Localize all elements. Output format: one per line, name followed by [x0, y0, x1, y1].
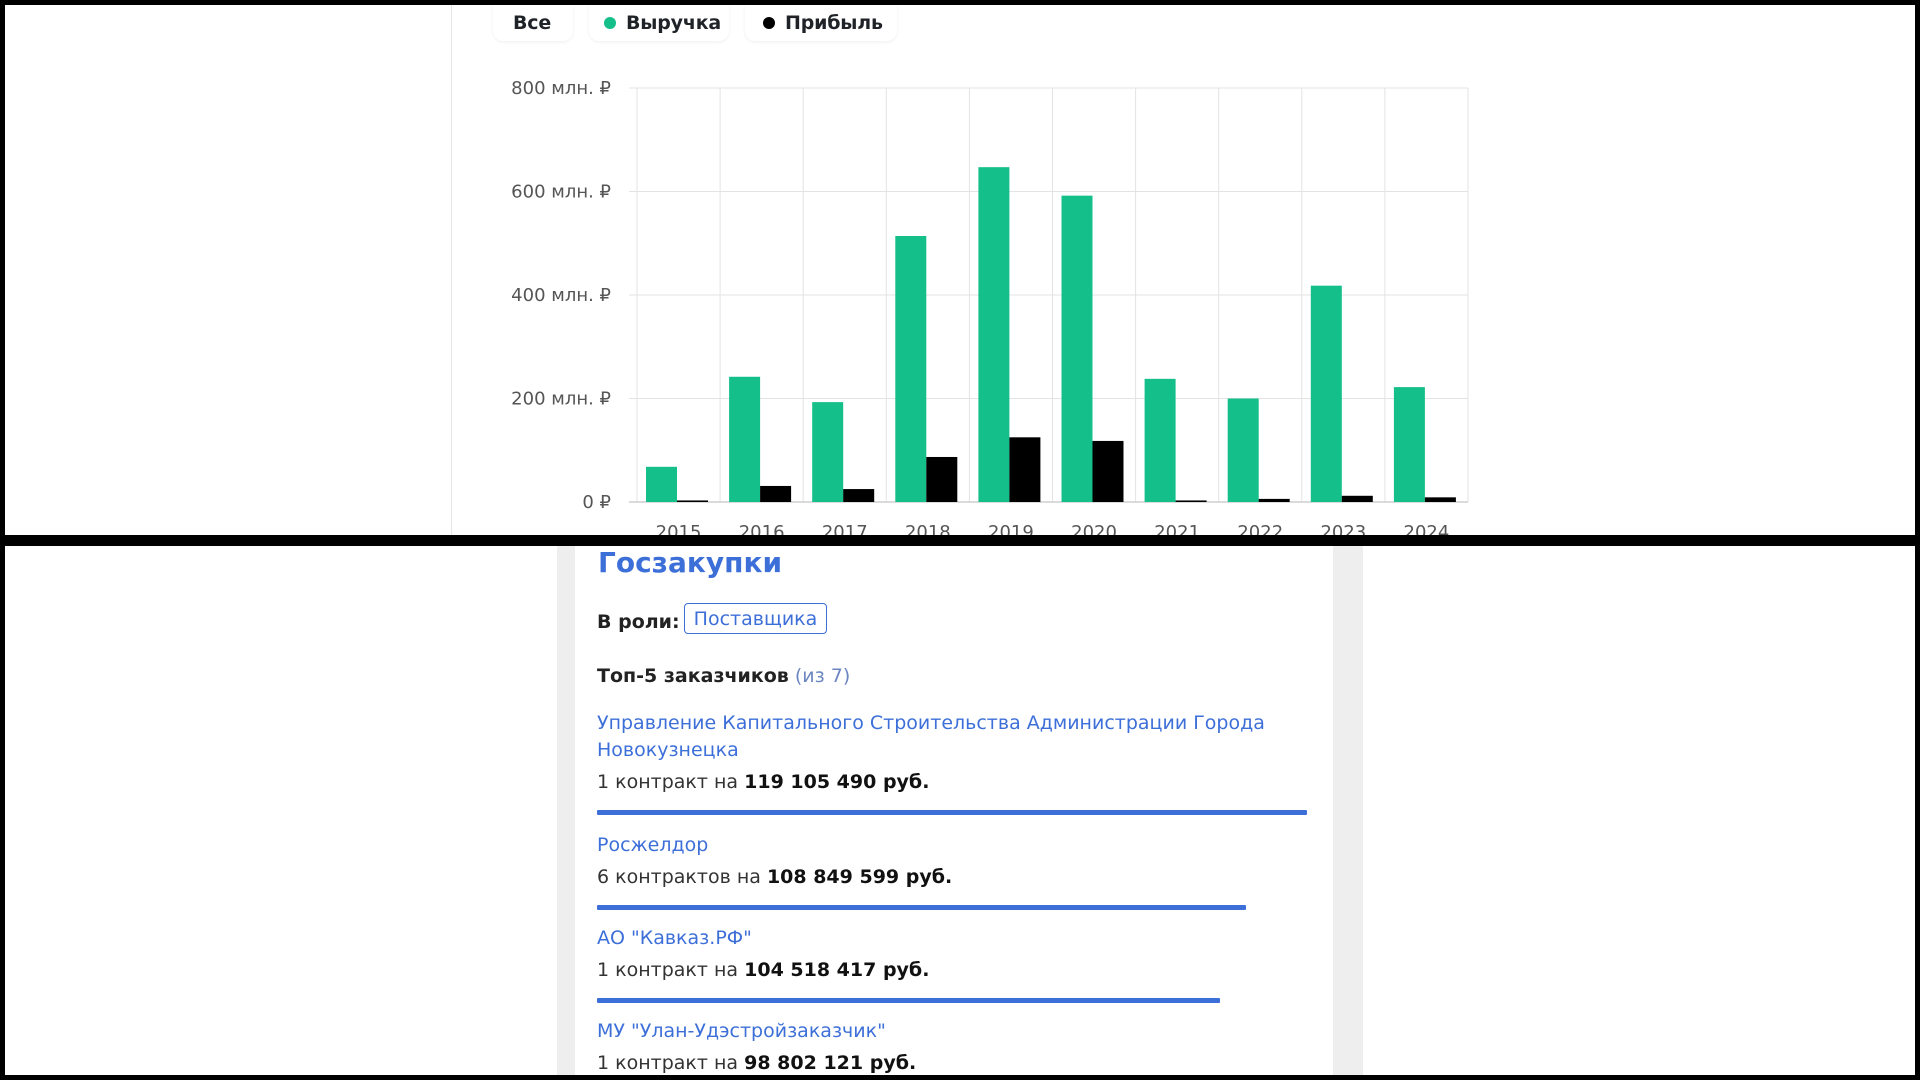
- revenue-bar-2016: [729, 376, 761, 502]
- top-customers-label: Топ-5 заказчиков: [597, 665, 789, 687]
- profit-bar-2024: [1424, 497, 1456, 502]
- legend-filter-revenue[interactable]: Выручка: [589, 5, 729, 41]
- customer-share-bar: [597, 905, 1246, 910]
- contracts-count: 1 контракт на: [597, 959, 745, 981]
- legend-profit-label: Прибыль: [785, 12, 883, 34]
- contracts-count: 1 контракт на: [597, 771, 745, 793]
- customer-name-link[interactable]: Росжелдор: [597, 834, 709, 856]
- finance-chart-panel: Все Выручка Прибыль 0 ₽ 200 млн. ₽ 400 млн…: [5, 5, 1915, 535]
- profit-bar-2015: [677, 500, 708, 502]
- contracts-amount: 98 802 121 руб.: [744, 1052, 917, 1074]
- x-tick-label: 2017: [822, 522, 868, 535]
- revenue-bar-2021: [1144, 378, 1176, 502]
- profit-bar-2018: [926, 456, 958, 502]
- customer-name-link[interactable]: АО "Кавказ.РФ": [597, 927, 752, 949]
- customer-name-link[interactable]: Управление Капитального Строительства Ад…: [597, 712, 1265, 761]
- y-tick-label: 400 млн. ₽: [511, 285, 611, 306]
- procurement-title: Госзакупки: [598, 546, 783, 579]
- scrollbar-track[interactable]: [1333, 546, 1363, 1075]
- x-tick-label: 2023: [1320, 522, 1366, 535]
- contracts-count: 1 контракт на: [597, 1052, 745, 1074]
- revenue-bar-2020: [1061, 195, 1093, 502]
- y-tick-label: 600 млн. ₽: [511, 182, 611, 203]
- customer-item: АО "Кавказ.РФ" 1 контракт на 104 518 417…: [597, 925, 1317, 1003]
- y-tick-label: 800 млн. ₽: [511, 78, 611, 99]
- top-customers-heading: Топ-5 заказчиков (из 7): [597, 665, 850, 687]
- customer-item: Управление Капитального Строительства Ад…: [597, 710, 1317, 815]
- x-tick-label: 2022: [1237, 522, 1283, 535]
- revenue-bar-2015: [646, 466, 677, 502]
- profit-bar-2017: [843, 489, 875, 502]
- panel-divider: [451, 5, 452, 535]
- legend-filter-profit[interactable]: Прибыль: [745, 5, 897, 41]
- revenue-bar-2024: [1393, 387, 1425, 502]
- x-tick-label: 2015: [656, 522, 702, 535]
- top-customers-total: (из 7): [795, 665, 850, 687]
- role-chip-label: Поставщика: [693, 607, 818, 630]
- customer-name-link[interactable]: МУ "Улан-Удэстройзаказчик": [597, 1020, 886, 1042]
- profit-bar-2022: [1258, 498, 1290, 502]
- total-open-paren: (: [794, 665, 803, 687]
- revenue-dot-icon: [604, 17, 616, 29]
- contracts-amount: 108 849 599 руб.: [766, 866, 953, 888]
- x-tick-label: 2020: [1071, 522, 1117, 535]
- revenue-bar-2019: [978, 167, 1010, 503]
- profit-dot-icon: [763, 17, 775, 29]
- profit-bar-2020: [1092, 440, 1124, 502]
- customer-contracts: 1 контракт на 98 802 121 руб.: [597, 1050, 1317, 1075]
- contracts-amount: 104 518 417 руб.: [744, 959, 930, 981]
- customer-contracts: 1 контракт на 104 518 417 руб.: [597, 957, 1317, 984]
- profit-bar-2023: [1341, 495, 1373, 502]
- profit-bar-2016: [760, 485, 792, 502]
- x-tick-label: 2016: [739, 522, 785, 535]
- customer-contracts: 6 контрактов на 108 849 599 руб.: [597, 864, 1317, 891]
- profit-bar-2019: [1009, 437, 1041, 502]
- legend-filter-all[interactable]: Все: [493, 5, 573, 41]
- left-gutter: [557, 546, 575, 1075]
- profit-bar-2021: [1175, 500, 1207, 502]
- customer-share-bar: [597, 998, 1220, 1003]
- x-tick-label: 2024: [1404, 522, 1450, 535]
- customer-contracts: 1 контракт на 119 105 490 руб.: [597, 769, 1317, 796]
- total-close-paren: ): [842, 665, 851, 687]
- show-all-customers-link[interactable]: из 7: [802, 665, 843, 687]
- x-tick-label: 2019: [988, 522, 1034, 535]
- contracts-count: 6 контрактов на: [597, 866, 767, 888]
- y-tick-label: 200 млн. ₽: [511, 389, 611, 410]
- legend-all-label: Все: [513, 12, 552, 34]
- revenue-bar-2018: [895, 236, 927, 502]
- x-tick-label: 2021: [1154, 522, 1200, 535]
- legend-revenue-label: Выручка: [626, 12, 722, 34]
- revenue-bar-2017: [812, 402, 844, 502]
- revenue-bar-2023: [1310, 285, 1342, 502]
- contracts-amount: 119 105 490 руб.: [744, 771, 930, 793]
- x-tick-label: 2018: [905, 522, 951, 535]
- customer-share-bar: [597, 810, 1307, 815]
- y-tick-label: 0 ₽: [582, 492, 611, 513]
- revenue-bar-2022: [1227, 398, 1259, 502]
- role-chip-supplier[interactable]: Поставщика: [684, 603, 827, 634]
- role-label: В роли:: [597, 611, 680, 633]
- customer-item: Росжелдор 6 контрактов на 108 849 599 ру…: [597, 832, 1317, 910]
- procurement-panel: Госзакупки В роли: Поставщика Топ-5 зака…: [5, 546, 1915, 1075]
- customer-item: МУ "Улан-Удэстройзаказчик" 1 контракт на…: [597, 1018, 1317, 1075]
- revenue-profit-bar-chart: 0 ₽ 200 млн. ₽ 400 млн. ₽ 600 млн. ₽ 800 млн…: [511, 78, 1469, 535]
